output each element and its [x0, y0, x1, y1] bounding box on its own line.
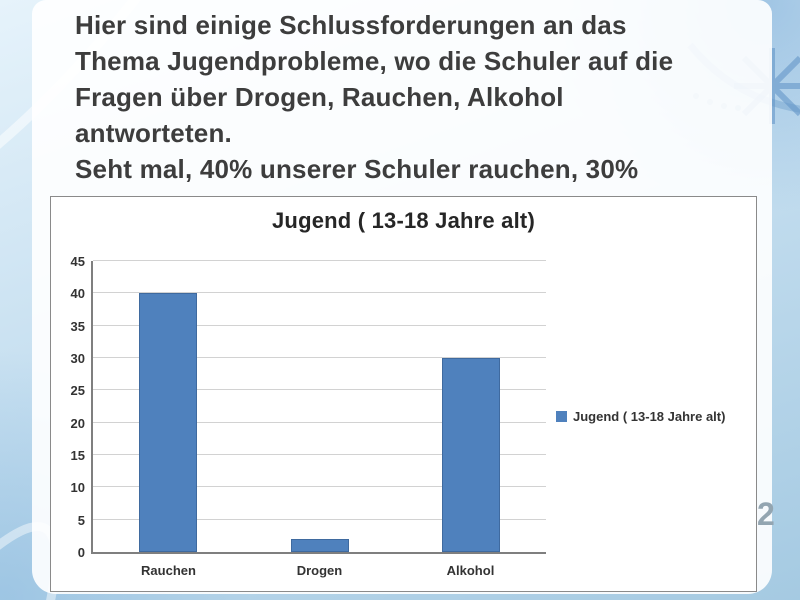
chart-title: Jugend ( 13-18 Jahre alt) [272, 208, 535, 233]
gridline [93, 454, 546, 455]
y-axis-tick-label: 40 [70, 286, 85, 302]
chart-legend: Jugend ( 13-18 Jahre alt) [556, 409, 725, 424]
gridline [93, 292, 546, 294]
slide-text-line: Seht mal, 40% unserer Schuler rauchen, 3… [75, 154, 639, 184]
y-axis-tick-label: 30 [70, 351, 85, 367]
y-axis-tick-label: 20 [70, 415, 85, 431]
slide-text-line: Hier sind einige Schlussforderungen an d… [75, 10, 627, 40]
gridline [93, 486, 546, 488]
slide-text-line: antworteten. [75, 118, 232, 148]
y-axis-tick-label: 15 [70, 448, 85, 464]
chart-box: Jugend ( 13-18 Jahre alt) 0 5 10 15 20 25 30 35… [50, 196, 757, 592]
slide-text-block: Hier sind einige Schlussforderungen an d… [75, 7, 765, 187]
bar-rauchen [139, 293, 198, 552]
gridline [93, 518, 546, 520]
slide-page-number: 2 [757, 496, 775, 532]
gridline [93, 324, 546, 326]
y-axis-tick-label: 35 [70, 318, 85, 334]
legend-label: Jugend ( 13-18 Jahre alt) [573, 409, 726, 424]
y-axis-tick-label: 45 [70, 254, 85, 269]
slide-text-line: Thema Jugendprobleme, wo die Schuler auf… [75, 46, 674, 76]
gridline [93, 389, 546, 391]
y-axis-tick-label: 25 [70, 383, 85, 399]
gridline [93, 357, 546, 358]
gridline [93, 260, 546, 261]
y-axis-tick-label: 10 [70, 480, 85, 496]
legend-color-swatch [556, 411, 567, 422]
plot-area: 0 5 10 15 20 25 30 35 40 45 Rauchen Drogen Alkohol [71, 254, 546, 578]
y-axis-tick-label: 5 [77, 512, 85, 528]
x-axis-category-label: Alkohol [446, 563, 495, 578]
y-axis-tick-label: 0 [77, 545, 85, 560]
gridline [93, 421, 546, 423]
slide-text-line: Fragen über Drogen, Rauchen, Alkohol [75, 82, 564, 112]
x-axis-category-label: Rauchen [141, 563, 196, 578]
x-axis-category-label: Drogen [296, 563, 343, 578]
bar-drogen [290, 539, 349, 552]
bar-alkohol [441, 358, 500, 552]
